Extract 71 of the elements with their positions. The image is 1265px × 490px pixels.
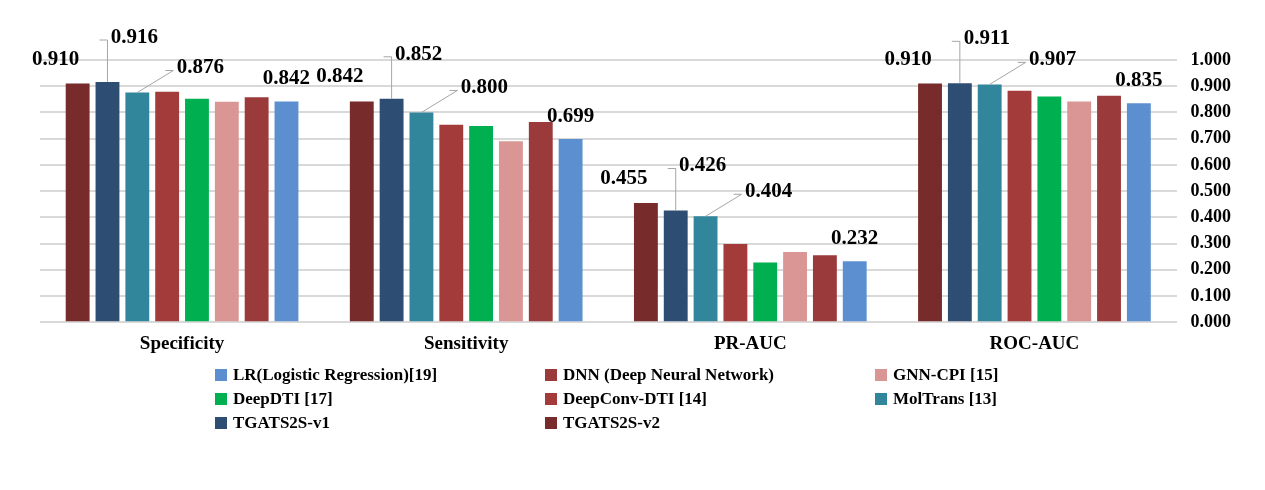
x-tick-label: Specificity	[139, 331, 225, 353]
y-tick-label: 0.700	[1190, 127, 1231, 148]
bar	[1037, 96, 1062, 322]
legend-label: TGATS2S-v1	[233, 413, 330, 433]
bar	[633, 202, 658, 322]
legend-label: GNN-CPI [15]	[893, 365, 999, 385]
bar	[439, 124, 464, 322]
y-tick-label: 0.900	[1190, 74, 1231, 95]
data-label: 0.232	[831, 225, 879, 250]
bar	[379, 98, 404, 322]
y-tick-label: 0.400	[1190, 205, 1231, 226]
y-tick-label: 0.600	[1190, 153, 1231, 174]
data-label: 0.426	[679, 152, 727, 177]
bar	[723, 244, 748, 322]
bar	[274, 101, 299, 322]
legend-label: DNN (Deep Neural Network)	[563, 365, 775, 385]
bar	[349, 101, 374, 322]
data-label: 0.910	[32, 45, 80, 70]
data-label: 0.800	[460, 74, 509, 99]
bar	[693, 216, 718, 322]
bar	[125, 92, 150, 322]
data-label: 0.876	[176, 54, 224, 79]
bar	[185, 98, 209, 322]
bar	[1067, 101, 1092, 322]
y-tick-label: 0.000	[1190, 310, 1231, 331]
bar	[812, 255, 837, 322]
x-tick-label: PR-AUC	[713, 331, 787, 353]
bar	[558, 138, 583, 322]
data-label: 0.455	[600, 164, 648, 189]
legend-label: MolTrans [13]	[893, 389, 998, 409]
bar	[842, 261, 867, 322]
data-label: 0.910	[884, 45, 932, 70]
bar	[499, 141, 523, 322]
bar	[244, 97, 269, 322]
bar	[409, 112, 434, 322]
bar	[753, 262, 778, 322]
bar	[214, 101, 239, 322]
x-tick-label: Sensitivity	[423, 331, 509, 353]
y-tick-label: 1.000	[1190, 48, 1231, 69]
legend-label: LR(Logistic Regression)[19]	[233, 365, 438, 385]
bar	[663, 210, 688, 322]
bar	[783, 251, 807, 322]
y-tick-label: 0.200	[1190, 258, 1231, 279]
data-label: 0.404	[744, 178, 793, 203]
bar	[528, 121, 553, 322]
bar	[1126, 103, 1151, 322]
x-tick-label: ROC-AUC	[989, 331, 1080, 353]
legend-label: DeepConv-DTI [14]	[563, 389, 708, 409]
y-tick-label: 0.500	[1190, 179, 1231, 200]
bar	[977, 84, 1002, 322]
data-label: 0.842	[316, 63, 364, 88]
data-label: 0.699	[546, 102, 595, 127]
data-label: 0.911	[963, 25, 1010, 50]
data-label: 0.842	[262, 65, 311, 90]
legend-label: DeepDTI [17]	[233, 389, 333, 409]
data-label: 0.916	[110, 23, 159, 48]
bar	[95, 82, 120, 322]
bar	[1007, 90, 1032, 322]
y-tick-label: 0.100	[1190, 284, 1231, 305]
y-tick-label: 0.800	[1190, 101, 1231, 122]
data-label: 0.852	[394, 40, 443, 65]
bar	[947, 83, 972, 322]
legend-label: TGATS2S-v2	[563, 413, 660, 433]
y-tick-label: 0.300	[1190, 232, 1231, 253]
bar	[65, 83, 90, 322]
data-label: 0.907	[1029, 46, 1077, 71]
bar	[469, 126, 494, 322]
bar	[155, 91, 180, 322]
bar	[1097, 95, 1121, 322]
data-label: 0.835	[1115, 67, 1163, 92]
bar	[918, 83, 942, 322]
